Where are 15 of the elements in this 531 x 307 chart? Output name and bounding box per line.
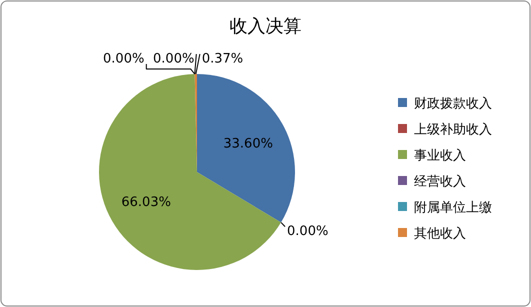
legend-label: 财政拨款收入 <box>414 96 492 112</box>
data-label: 66.03% <box>121 195 171 210</box>
legend-label: 经营收入 <box>414 174 466 190</box>
chart-title: 收入决算 <box>230 16 302 37</box>
text: 0.00% <box>153 52 194 67</box>
legend-label: 附属单位上缴 <box>414 200 492 216</box>
pie-slice <box>197 74 295 222</box>
text: 0.00% <box>103 52 144 67</box>
legend-label: 上级补助收入 <box>414 122 492 138</box>
pie-slice <box>99 74 282 270</box>
text: 0.00% <box>287 224 328 240</box>
legend-label: 事业收入 <box>414 148 466 164</box>
legend-label: 其他收入 <box>414 226 466 242</box>
data-label: 0.37% <box>202 52 244 67</box>
data-label: 33.60% <box>223 136 273 152</box>
